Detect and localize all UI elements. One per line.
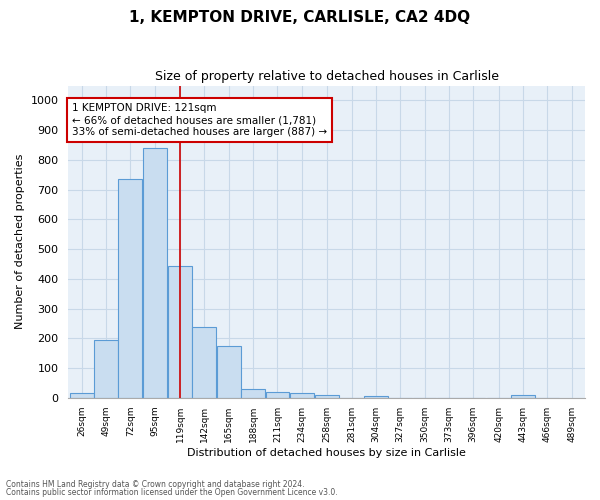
- Text: Contains HM Land Registry data © Crown copyright and database right 2024.: Contains HM Land Registry data © Crown c…: [6, 480, 305, 489]
- Bar: [511, 395, 535, 398]
- Bar: [266, 392, 289, 398]
- Y-axis label: Number of detached properties: Number of detached properties: [15, 154, 25, 330]
- Bar: [143, 148, 167, 398]
- Bar: [241, 389, 265, 398]
- Text: Contains public sector information licensed under the Open Government Licence v3: Contains public sector information licen…: [6, 488, 338, 497]
- Bar: [315, 395, 339, 398]
- Bar: [217, 346, 241, 398]
- Bar: [193, 326, 217, 398]
- Bar: [364, 396, 388, 398]
- Text: 1 KEMPTON DRIVE: 121sqm
← 66% of detached houses are smaller (1,781)
33% of semi: 1 KEMPTON DRIVE: 121sqm ← 66% of detache…: [72, 104, 327, 136]
- Text: 1, KEMPTON DRIVE, CARLISLE, CA2 4DQ: 1, KEMPTON DRIVE, CARLISLE, CA2 4DQ: [130, 10, 470, 25]
- X-axis label: Distribution of detached houses by size in Carlisle: Distribution of detached houses by size …: [187, 448, 466, 458]
- Bar: [70, 394, 94, 398]
- Title: Size of property relative to detached houses in Carlisle: Size of property relative to detached ho…: [155, 70, 499, 83]
- Bar: [118, 180, 142, 398]
- Bar: [94, 340, 118, 398]
- Bar: [168, 266, 192, 398]
- Bar: [290, 392, 314, 398]
